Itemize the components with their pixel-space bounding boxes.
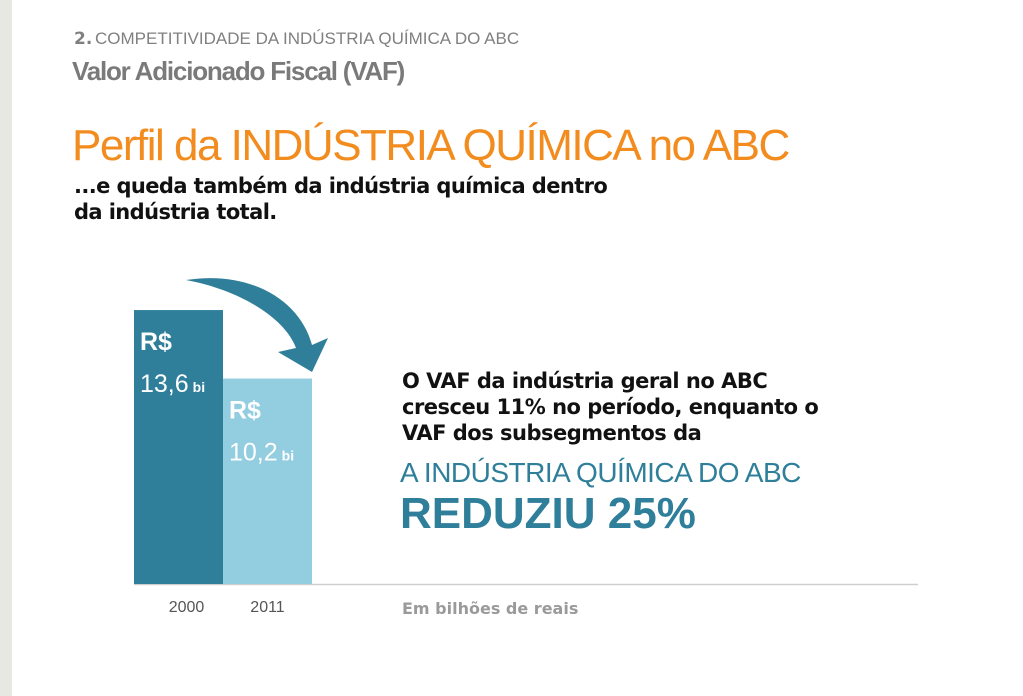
bar-label-prefix: R$ (140, 328, 172, 356)
body-text: O VAF da indústria geral no ABC (402, 369, 767, 393)
x-note: Em bilhões de reais (402, 599, 578, 618)
bar-value-label: 13,6 (140, 370, 189, 398)
bar (134, 310, 223, 584)
conclusion: REDUZIU 25% (400, 489, 696, 538)
side-strip (0, 0, 12, 696)
bar-label-unit: bi (193, 379, 205, 395)
section-number: 2. (74, 29, 92, 49)
section-title: COMPETITIVIDADE DA INDÚSTRIA QUÍMICA DO … (95, 29, 519, 48)
bar-label-unit: bi (282, 448, 294, 464)
bar (223, 378, 312, 584)
heading: Valor Adicionado Fiscal (VAF) (72, 56, 405, 86)
decline-arrow (186, 278, 328, 372)
bar-label-prefix: R$ (229, 397, 261, 425)
highlight: A INDÚSTRIA QUÍMICA DO ABC (400, 457, 801, 488)
chart-title: Perfil da INDÚSTRIA QUÍMICA no ABC (72, 121, 790, 170)
body-text: cresceu 11% no período, enquanto o (402, 395, 818, 419)
x-tick-label: 2000 (169, 599, 205, 616)
bar-value-label: 10,2 (229, 439, 278, 467)
body-text: VAF dos subsegmentos da (402, 421, 701, 445)
chart-subtitle: ...e queda também da indústria química d… (74, 174, 607, 198)
x-tick-label: 2011 (250, 599, 285, 616)
chart-subtitle: da indústria total. (74, 200, 277, 224)
